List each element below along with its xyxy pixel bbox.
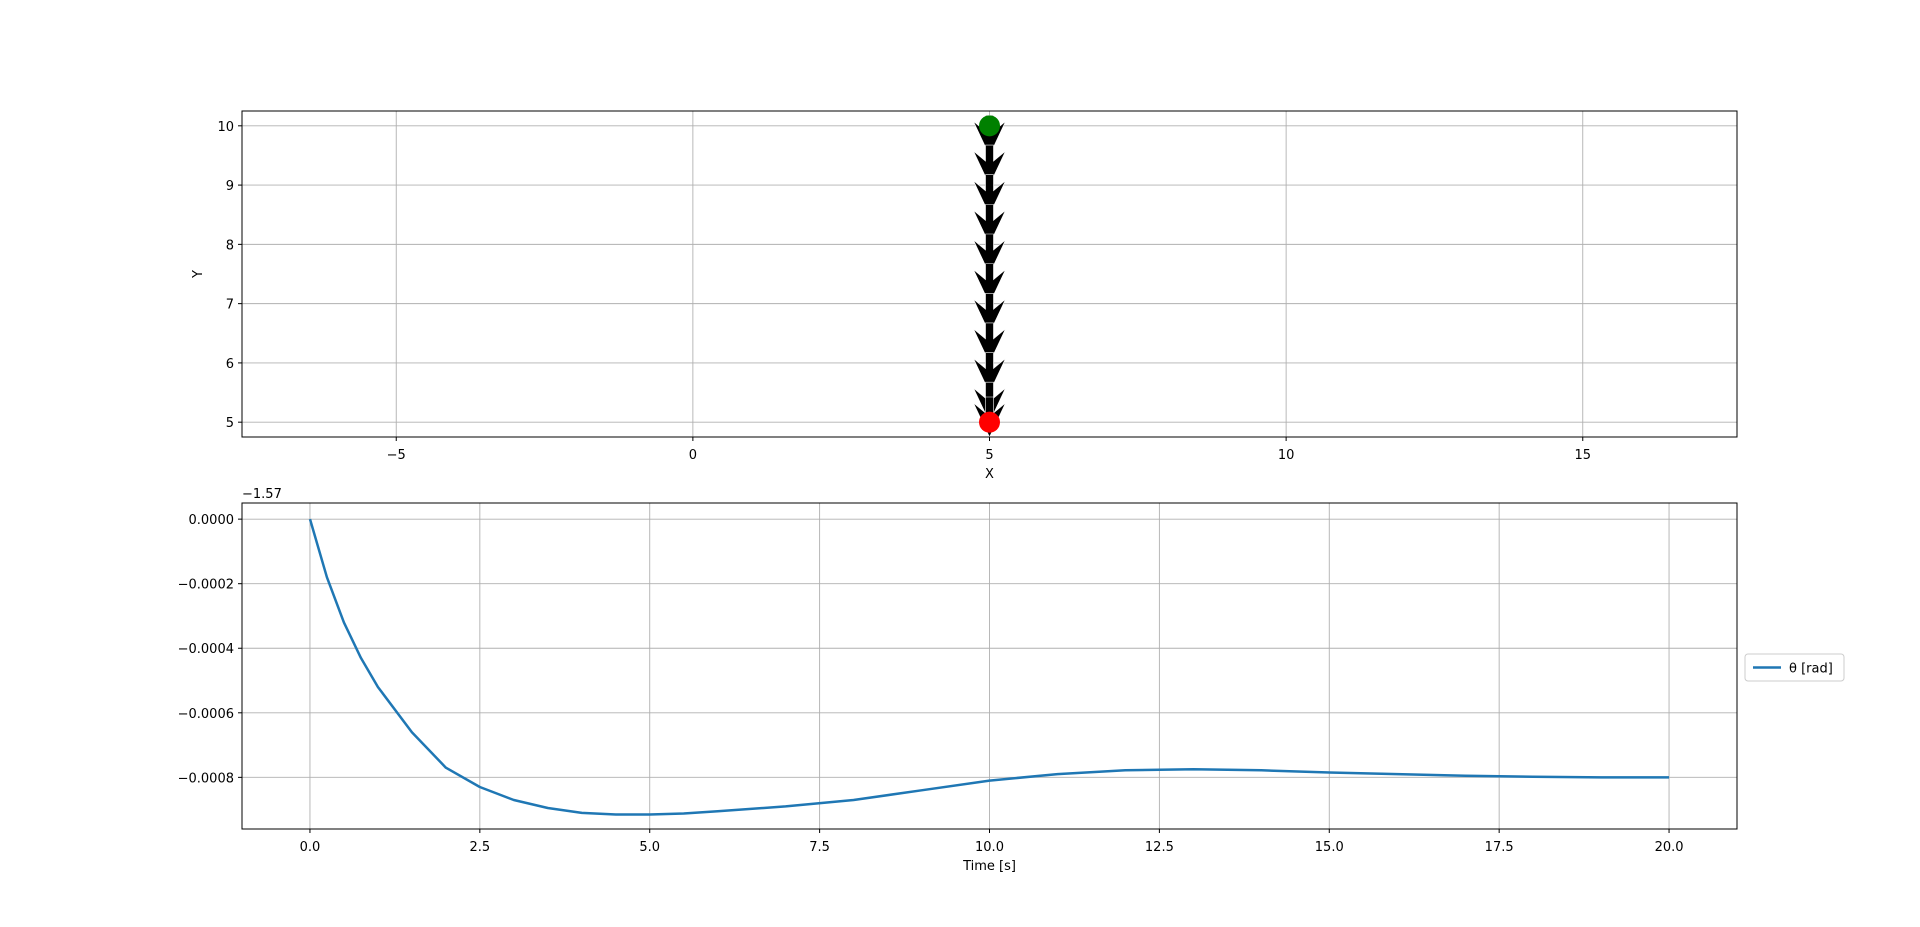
start-marker [979, 411, 1000, 433]
x-tick-label: 15 [1574, 448, 1591, 463]
x-tick-label: 10.0 [975, 840, 1004, 855]
trajectory-plot-area [973, 115, 1006, 437]
y-tick-label: 6 [226, 357, 234, 372]
x-tick-label: 5.0 [639, 840, 660, 855]
direction-arrow [973, 144, 1006, 186]
trajectory-x-axis-label: X [985, 467, 994, 482]
direction-arrow [973, 233, 1006, 275]
y-tick-label: 9 [226, 179, 234, 194]
x-tick-label: 15.0 [1315, 840, 1344, 855]
y-tick-label: 5 [226, 416, 234, 431]
theta-ticks: 0.0 2.5 5.0 7.5 10.0 12.5 15.0 17.5 20.0 0.0000 −0… [178, 513, 1684, 855]
direction-arrow [973, 352, 1006, 394]
legend-entry-theta: θ [rad] [1789, 662, 1833, 677]
theta-y-offset-label: −1.57 [242, 487, 282, 502]
direction-arrow [973, 292, 1006, 334]
theta-content [308, 518, 1669, 816]
y-tick-label: −0.0002 [178, 578, 234, 593]
end-marker [979, 115, 1000, 137]
legend-box [1744, 653, 1845, 682]
x-tick-label: −5 [387, 448, 406, 463]
x-tick-label: 0 [689, 448, 697, 463]
trajectory-ticks: −5 0 5 10 15 5 6 7 8 9 10 [217, 120, 1591, 463]
direction-arrow [973, 204, 1006, 246]
legend: θ [rad] [1744, 653, 1845, 682]
y-tick-label: 8 [226, 238, 234, 253]
trajectory-plot: −5 0 5 10 15 5 6 7 8 9 10 X Y [191, 110, 1738, 482]
x-tick-label: 0.0 [300, 840, 321, 855]
trajectory-content [973, 115, 1006, 437]
x-tick-label: 12.5 [1145, 840, 1174, 855]
x-tick-label: 10 [1278, 448, 1295, 463]
y-tick-label: −0.0008 [178, 771, 234, 786]
theta-grid [242, 503, 1737, 829]
x-tick-label: 20.0 [1655, 840, 1684, 855]
direction-arrow [973, 322, 1006, 364]
x-tick-label: 5 [985, 448, 993, 463]
direction-arrow [973, 263, 1006, 305]
y-tick-label: −0.0004 [178, 642, 234, 657]
trajectory-y-axis-label: Y [191, 270, 206, 279]
x-tick-label: 2.5 [469, 840, 490, 855]
y-tick-label: 10 [217, 120, 234, 135]
y-tick-label: −0.0006 [178, 707, 234, 722]
x-tick-label: 7.5 [809, 840, 830, 855]
direction-arrow [973, 174, 1006, 216]
y-tick-label: 0.0000 [189, 513, 235, 528]
theta-plot: 0.0 2.5 5.0 7.5 10.0 12.5 15.0 17.5 20.0 0.0000 −0… [178, 487, 1738, 874]
theta-x-axis-label: Time [s] [962, 859, 1016, 874]
x-tick-label: 17.5 [1485, 840, 1514, 855]
theta-series-line [308, 518, 1669, 816]
y-tick-label: 7 [226, 298, 234, 313]
